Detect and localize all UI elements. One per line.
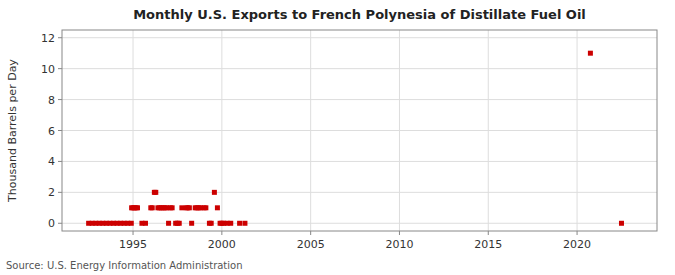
x-tick — [310, 231, 311, 235]
point — [143, 221, 148, 226]
y-tick — [58, 99, 62, 100]
point — [129, 221, 134, 226]
grid-line — [62, 68, 657, 69]
y-tick — [58, 161, 62, 162]
point — [179, 205, 184, 210]
y-tick-label: 10 — [41, 63, 55, 76]
grid-line — [399, 30, 400, 231]
background — [0, 0, 675, 275]
point — [212, 190, 217, 195]
x-tick — [488, 231, 489, 235]
point — [209, 221, 214, 226]
y-tick — [58, 37, 62, 38]
y-tick-label: 8 — [48, 94, 55, 107]
points — [86, 51, 624, 226]
x-tick-label: 2020 — [563, 238, 591, 251]
point — [619, 221, 624, 226]
grid-line — [133, 30, 134, 231]
x-tick-label: 2005 — [297, 238, 325, 251]
y-axis-label: Thousand Barrels per Day — [6, 59, 19, 203]
x-tick-label: 2010 — [385, 238, 413, 251]
point — [237, 221, 242, 226]
grid-line — [310, 30, 311, 231]
y-tick-label: 2 — [48, 186, 55, 199]
point — [228, 221, 233, 226]
x-tick — [133, 231, 134, 235]
chart: 0 2 4 6 8 10 12 1995 2000 2005 2010 2015 2020 Monthly… — [0, 0, 675, 275]
axes: 0 2 4 6 8 10 12 1995 2000 2005 2010 2015 2020 — [41, 32, 591, 251]
y-tick — [58, 192, 62, 193]
point — [177, 221, 182, 226]
y-tick — [58, 68, 62, 69]
point — [189, 221, 194, 226]
x-tick-label: 1995 — [119, 238, 147, 251]
y-tick — [58, 223, 62, 224]
grid-line — [577, 30, 578, 231]
point — [215, 205, 220, 210]
point — [588, 51, 593, 56]
grid-line — [62, 37, 657, 38]
plot-frame — [62, 30, 657, 231]
x-tick — [577, 231, 578, 235]
point — [153, 190, 158, 195]
title: Monthly U.S. Exports to French Polynesia… — [133, 7, 586, 22]
point — [166, 221, 171, 226]
point — [170, 205, 175, 210]
x-tick — [221, 231, 222, 235]
y-tick — [58, 130, 62, 131]
grid — [62, 30, 657, 231]
grid-line — [62, 192, 657, 193]
grid-line — [62, 223, 657, 224]
grid-line — [62, 130, 657, 131]
grid-line — [62, 161, 657, 162]
point — [187, 205, 192, 210]
point — [242, 221, 247, 226]
grid-line — [221, 30, 222, 231]
y-tick-label: 0 — [48, 217, 55, 230]
x-tick-label: 2000 — [208, 238, 236, 251]
y-tick-label: 12 — [41, 32, 55, 45]
y-tick-label: 6 — [48, 125, 55, 138]
grid-line — [62, 99, 657, 100]
x-tick — [399, 231, 400, 235]
x-tick-label: 2015 — [474, 238, 502, 251]
y-tick-label: 4 — [48, 155, 55, 168]
point — [150, 205, 155, 210]
source-note: Source: U.S. Energy Information Administ… — [6, 260, 243, 271]
point — [135, 205, 140, 210]
grid-line — [488, 30, 489, 231]
point — [203, 205, 208, 210]
